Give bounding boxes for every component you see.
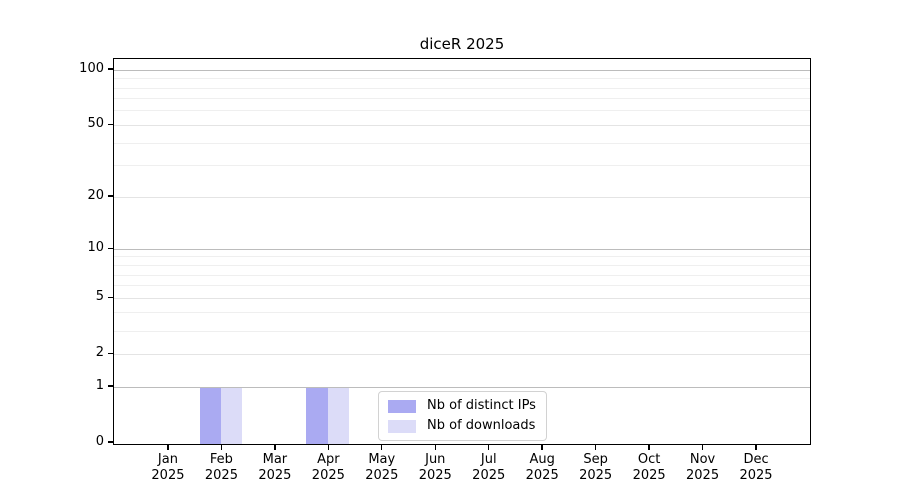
month-label: Dec [743,452,769,467]
legend-swatch-distinct-ips [388,399,416,413]
y-axis-tick-label-5: 5 [95,289,104,305]
chart-title: diceR 2025 [419,35,505,53]
year-label: 2025 [258,468,292,483]
y-axis-tick-mark [108,247,113,249]
x-axis-tick-mark [274,445,276,450]
y-axis-tick-mark [108,68,113,70]
x-axis-tick-mark [488,445,490,450]
year-label: 2025 [632,468,666,483]
gridline-7 [114,274,810,276]
month-label: Apr [317,452,340,467]
y-axis-tick-label-2: 2 [95,345,104,361]
year-label: 2025 [418,468,452,483]
gridline-70 [114,98,810,100]
y-axis-tick-label-1: 1 [95,378,104,393]
month-label: Oct [637,452,661,467]
x-axis-tick-label-sep: Sep 2025 [564,452,628,484]
legend-label-downloads: Nb of downloads [427,418,536,433]
y-axis-tick-mark [108,195,113,197]
x-axis-tick-label-dec: Dec 2025 [724,452,788,484]
gridline-20 [114,196,810,198]
legend: Nb of distinct IPs Nb of downloads [378,391,547,441]
year-label: 2025 [739,468,773,483]
legend-item-distinct-ips: Nb of distinct IPs [388,398,536,414]
x-axis-tick-mark [701,445,704,450]
x-axis-tick-mark [648,445,650,450]
bar-feb-downloads [220,388,243,444]
x-axis-tick-mark [755,445,757,450]
y-axis-tick-mark [108,296,113,298]
x-axis-tick-mark [594,445,597,450]
year-label: 2025 [579,468,613,483]
month-label: Sep [583,452,608,467]
bar-apr-distinct-ips [306,388,328,444]
x-axis-tick-label-mar: Mar 2025 [243,452,307,484]
month-label: Feb [209,452,233,467]
x-axis-tick-mark [167,445,169,450]
gridline-80 [114,87,810,89]
bar-feb-distinct-ips [199,388,221,444]
gridline-50 [114,124,810,126]
gridline-60 [114,110,810,112]
y-axis-tick-label-50: 50 [87,116,104,132]
month-label: Mar [262,452,288,467]
x-axis-tick-label-apr: Apr 2025 [296,452,360,484]
y-axis-tick-mark [108,441,113,443]
year-label: 2025 [151,468,185,483]
gridline-1 [114,386,810,388]
gridline-4 [114,312,810,314]
bar-apr-downloads [327,388,350,444]
x-axis-tick-mark [541,445,543,450]
plot-area: Nb of distinct IPs Nb of downloads [113,58,811,445]
month-label: Jul [480,452,497,467]
year-label: 2025 [686,468,720,483]
x-axis-tick-label-feb: Feb 2025 [189,452,253,484]
gridlines-layer [114,59,810,444]
y-axis-tick-mark [108,123,113,126]
year-label: 2025 [472,468,506,483]
year-label: 2025 [204,468,238,483]
x-axis-tick-mark [381,445,383,450]
gridline-90 [114,78,810,80]
x-axis-tick-mark [434,445,436,450]
x-axis-tick-label-jan: Jan 2025 [136,452,200,484]
y-axis-tick-mark [108,352,113,354]
gridline-10 [114,248,810,250]
gridline-30 [114,165,810,167]
bars-layer [114,59,810,444]
legend-item-downloads: Nb of downloads [388,418,536,434]
x-axis-tick-label-oct: Oct 2025 [617,452,681,484]
month-label: Jan [157,452,178,467]
gridline-6 [114,285,810,287]
year-label: 2025 [525,468,559,483]
x-axis-tick-mark [327,445,330,450]
gridline-5 [114,297,810,299]
x-axis-tick-label-nov: Nov 2025 [671,452,735,484]
y-axis-tick-label-100: 100 [79,61,104,77]
legend-swatch-downloads [388,419,416,433]
gridline-40 [114,142,810,144]
x-axis-tick-label-jun: Jun 2025 [403,452,467,484]
gridline-100 [114,69,810,71]
gridline-9 [114,256,810,258]
month-label: Jun [425,452,446,467]
x-axis-tick-mark [220,445,223,450]
year-label: 2025 [311,468,345,483]
gridline-8 [114,265,810,266]
x-axis-tick-label-aug: Aug 2025 [510,452,574,484]
year-label: 2025 [365,468,399,483]
y-axis-tick-label-0: 0 [95,434,104,449]
y-axis-tick-label-20: 20 [87,188,104,204]
y-axis-tick-label-10: 10 [87,240,104,256]
y-axis-tick-mark [108,385,113,387]
legend-label-distinct-ips: Nb of distinct IPs [427,398,536,413]
month-label: Nov [689,452,716,467]
gridline-3 [114,330,810,332]
gridline-2 [114,353,810,355]
x-axis-tick-label-jul: Jul 2025 [457,452,521,484]
x-axis-tick-label-may: May 2025 [350,452,414,484]
month-label: Aug [529,452,555,467]
month-label: May [368,452,396,467]
